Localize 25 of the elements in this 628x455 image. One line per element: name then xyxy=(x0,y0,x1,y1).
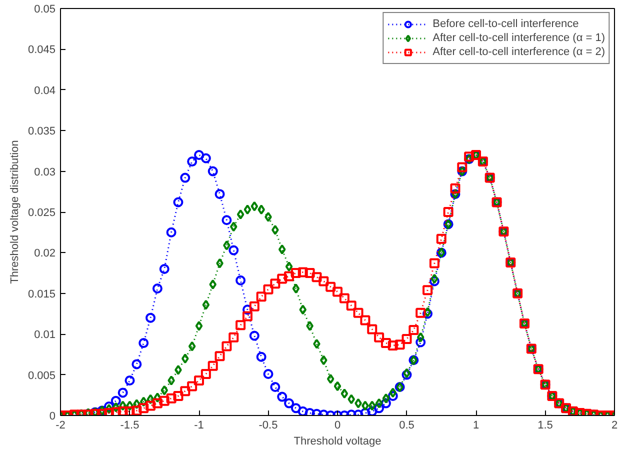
x-axis-title: Threshold voltage xyxy=(294,436,382,448)
y-tick-label: 0.01 xyxy=(34,329,56,342)
legend-label: After cell-to-cell interference (α = 1) xyxy=(432,31,605,45)
y-tick-label: 0 xyxy=(49,410,56,422)
y-tick-label: 0.04 xyxy=(34,84,56,97)
y-tick-label: 0.03 xyxy=(34,166,56,178)
x-tick-label: -1 xyxy=(194,420,204,432)
x-tick-label: -1.5 xyxy=(120,420,140,432)
x-tick-label: -0.5 xyxy=(258,420,278,432)
y-tick-label: 0.045 xyxy=(28,44,56,56)
y-tick-label: 0.02 xyxy=(34,248,56,260)
y-tick-label: 0.005 xyxy=(28,370,56,382)
x-tick-label: -2 xyxy=(56,420,66,432)
x-tick-label: 0.5 xyxy=(399,420,414,432)
x-tick-label: 1.5 xyxy=(538,420,553,432)
x-tick-label: 2 xyxy=(611,420,618,432)
y-tick-label: 0.025 xyxy=(28,207,56,219)
x-tick-label: 1 xyxy=(472,420,480,432)
y-tick-label: 0.015 xyxy=(28,288,56,300)
y-axis-title: Threshold voltage distribution xyxy=(8,140,21,284)
y-tick-label: 0.05 xyxy=(34,4,56,16)
x-tick-label: 0 xyxy=(334,420,341,432)
legend-label: After cell-to-cell interference (α = 2) xyxy=(432,45,605,59)
legend-label: Before cell-to-cell interference xyxy=(432,17,579,31)
y-tick-label: 0.035 xyxy=(28,126,56,138)
